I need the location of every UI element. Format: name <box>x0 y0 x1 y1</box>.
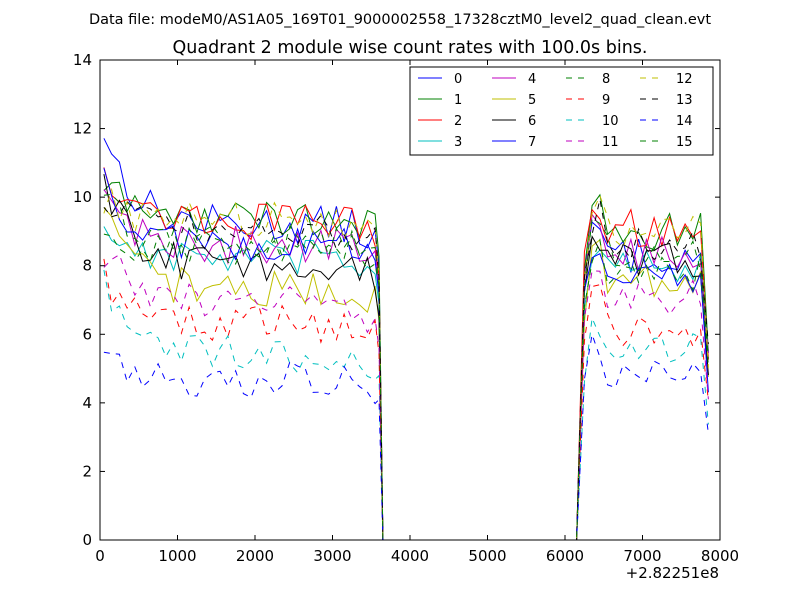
legend-label-11: 11 <box>602 135 619 150</box>
legend-label-3: 3 <box>454 135 462 150</box>
series-line-11 <box>103 253 709 541</box>
legend-label-1: 1 <box>454 93 462 108</box>
x-tick-label: 5000 <box>468 547 506 565</box>
legend-label-12: 12 <box>676 72 693 87</box>
x-tick-label: 8000 <box>701 547 739 565</box>
legend-label-5: 5 <box>528 93 536 108</box>
y-tick-label: 14 <box>73 51 92 69</box>
legend-label-7: 7 <box>528 135 536 150</box>
y-tick-label: 8 <box>82 257 92 275</box>
series-line-7 <box>103 167 709 541</box>
series-line-3 <box>103 226 709 541</box>
legend-label-4: 4 <box>528 72 536 87</box>
y-tick-label: 6 <box>82 325 92 343</box>
series-line-9 <box>103 258 709 541</box>
legend-label-2: 2 <box>454 114 462 129</box>
x-tick-label: 4000 <box>391 547 429 565</box>
series-line-14 <box>103 334 709 541</box>
y-tick-label: 12 <box>73 120 92 138</box>
x-tick-label: 0 <box>95 547 105 565</box>
x-tick-label: 7000 <box>623 547 661 565</box>
legend-label-15: 15 <box>676 135 693 150</box>
legend-label-8: 8 <box>602 72 610 87</box>
x-tick-label: 3000 <box>313 547 351 565</box>
x-tick-label: 2000 <box>236 547 274 565</box>
legend-label-14: 14 <box>676 114 693 129</box>
legend-label-6: 6 <box>528 114 536 129</box>
chart-title: Quadrant 2 module wise count rates with … <box>173 38 648 58</box>
legend-label-0: 0 <box>454 72 462 87</box>
y-tick-label: 4 <box>82 394 92 412</box>
x-axis-offset-label: +2.82251e8 <box>626 564 719 582</box>
x-tick-label: 6000 <box>546 547 584 565</box>
series-line-4 <box>103 189 709 541</box>
x-axis: 0 1000 2000 3000 4000 5000 6000 7000 8000 <box>95 60 739 565</box>
y-tick-label: 10 <box>73 188 92 206</box>
y-tick-label: 2 <box>82 462 92 480</box>
series-line-10 <box>103 269 709 541</box>
legend-frame <box>409 66 714 156</box>
figure-suptitle: Data file: modeM0/AS1A05_169T01_90000025… <box>89 12 711 28</box>
legend-label-9: 9 <box>602 93 610 108</box>
legend-label-10: 10 <box>602 114 619 129</box>
x-tick-label: 1000 <box>158 547 196 565</box>
legend-label-13: 13 <box>676 93 693 108</box>
series-layer <box>103 138 709 541</box>
series-line-13 <box>103 199 709 541</box>
series-line-12 <box>103 187 709 541</box>
y-tick-label: 0 <box>82 531 92 549</box>
series-line-8 <box>103 224 709 541</box>
